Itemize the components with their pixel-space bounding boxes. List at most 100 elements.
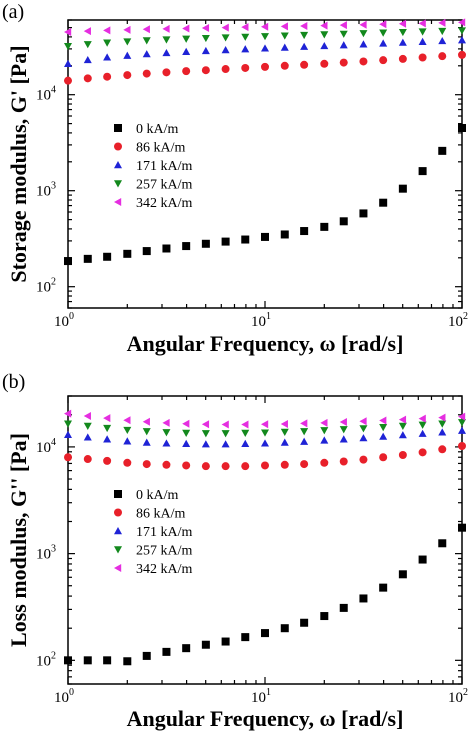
data-point xyxy=(123,249,132,258)
y-tick-label: 104 xyxy=(36,85,56,104)
data-point xyxy=(398,184,407,193)
data-point xyxy=(398,28,407,37)
data-point xyxy=(398,450,407,459)
data-point xyxy=(64,656,72,665)
data-point xyxy=(379,39,388,47)
series-triangle-up xyxy=(64,36,466,67)
data-point xyxy=(64,453,72,462)
data-point xyxy=(261,461,269,470)
series-circle xyxy=(64,50,466,85)
data-point xyxy=(64,430,72,438)
data-point xyxy=(201,640,210,649)
data-point xyxy=(438,539,447,548)
data-point xyxy=(379,453,388,462)
data-point xyxy=(458,27,466,35)
legend-marker xyxy=(114,142,122,151)
data-point xyxy=(261,62,269,71)
data-point xyxy=(339,58,348,67)
data-point xyxy=(359,40,368,48)
y-tick-label: 102 xyxy=(36,650,56,669)
data-point xyxy=(142,50,151,58)
data-point xyxy=(142,460,151,469)
data-point xyxy=(261,232,269,241)
data-point xyxy=(182,439,191,447)
data-point xyxy=(339,217,348,226)
y-axis-title: Loss modulus, G'' [Pa] xyxy=(6,433,31,647)
data-point xyxy=(320,31,329,39)
data-point xyxy=(261,33,269,41)
data-point xyxy=(241,462,250,471)
data-point xyxy=(221,237,230,246)
x-axis-title: Angular Frequency, ω [rad/s] xyxy=(127,331,404,356)
data-point xyxy=(379,29,388,37)
data-point xyxy=(320,21,328,30)
data-point xyxy=(103,53,112,61)
data-point xyxy=(418,28,427,36)
data-point xyxy=(458,123,466,132)
data-point xyxy=(162,647,171,656)
data-point xyxy=(182,35,191,43)
data-point xyxy=(83,656,92,665)
data-point xyxy=(359,417,367,426)
data-point xyxy=(379,56,388,65)
series-triangle-up xyxy=(64,426,466,448)
data-point xyxy=(339,418,347,427)
legend-label: 257 kA/m xyxy=(136,178,193,193)
legend-marker xyxy=(114,508,122,517)
data-point xyxy=(398,38,407,46)
data-point xyxy=(221,23,229,32)
data-point xyxy=(261,439,269,447)
data-point xyxy=(162,68,171,77)
data-point xyxy=(123,458,132,467)
data-point xyxy=(241,33,250,41)
x-tick-label: 102 xyxy=(448,311,468,330)
data-point xyxy=(103,414,111,423)
data-point xyxy=(64,43,72,51)
data-point xyxy=(103,456,112,465)
x-tick-label: 102 xyxy=(448,687,468,706)
data-point xyxy=(320,427,329,435)
data-point xyxy=(359,425,368,433)
data-point xyxy=(83,455,92,464)
data-point xyxy=(221,430,230,438)
data-point xyxy=(379,416,387,425)
data-point xyxy=(379,583,388,592)
data-point xyxy=(320,41,329,50)
data-point xyxy=(123,437,132,445)
chart-panel-1: (a) 100 101 102 102 103 104 Angular Frequency, … xyxy=(2,1,468,356)
data-point xyxy=(221,637,230,646)
data-point xyxy=(201,430,210,438)
data-point xyxy=(280,438,289,446)
data-point xyxy=(201,34,210,43)
chart-panel-2: (b) 100 101 102 102 103 104 Angular Frequency, … xyxy=(2,371,468,731)
data-point xyxy=(221,34,230,42)
data-point xyxy=(162,24,170,33)
data-point xyxy=(64,257,72,266)
data-point xyxy=(142,247,151,256)
data-point xyxy=(339,41,348,49)
data-point xyxy=(398,570,407,579)
data-point xyxy=(418,414,426,423)
series-triangle-left xyxy=(64,18,466,36)
data-point xyxy=(458,50,466,59)
y-tick-label: 103 xyxy=(36,181,56,200)
data-point xyxy=(201,462,210,471)
data-point xyxy=(182,67,191,76)
data-point xyxy=(398,54,407,63)
data-point xyxy=(64,76,72,85)
data-point xyxy=(280,624,289,633)
data-point xyxy=(241,235,250,244)
data-point xyxy=(162,244,171,253)
data-point xyxy=(83,74,92,83)
data-point xyxy=(142,37,151,45)
panel-label: (a) xyxy=(2,1,24,23)
data-point xyxy=(280,230,289,239)
data-point xyxy=(300,21,308,30)
data-point xyxy=(83,27,91,36)
data-point xyxy=(379,198,388,207)
data-point xyxy=(83,422,92,431)
data-point xyxy=(280,32,289,40)
data-point xyxy=(201,440,210,448)
data-point xyxy=(280,61,289,70)
data-point xyxy=(103,435,112,443)
